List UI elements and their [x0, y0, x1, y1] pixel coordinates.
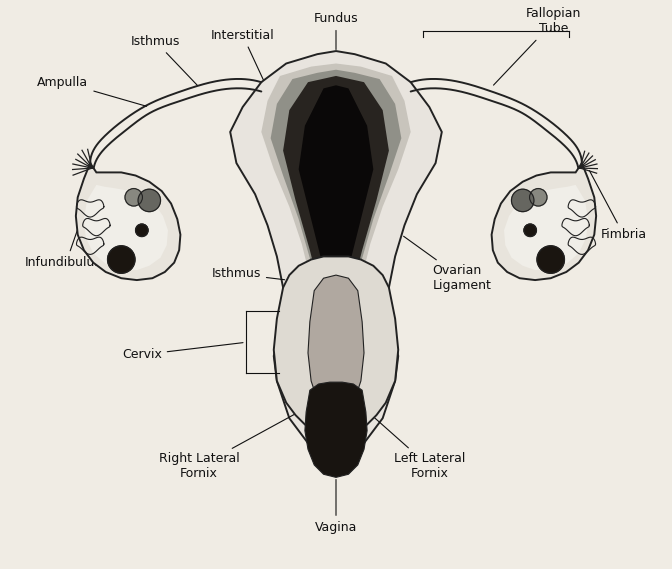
Circle shape: [138, 189, 161, 212]
PathPatch shape: [271, 70, 401, 356]
Circle shape: [530, 188, 547, 206]
Text: Fimbria: Fimbria: [589, 171, 646, 241]
Circle shape: [125, 188, 142, 206]
PathPatch shape: [274, 257, 398, 437]
Circle shape: [524, 224, 536, 237]
Text: Isthmus: Isthmus: [212, 267, 285, 281]
Text: Ovarian
Ligament: Ovarian Ligament: [404, 236, 491, 292]
PathPatch shape: [492, 163, 596, 280]
Text: Left Lateral
Fornix: Left Lateral Fornix: [362, 406, 465, 480]
Text: Interstitial: Interstitial: [211, 28, 275, 80]
Text: Fundus: Fundus: [314, 12, 358, 50]
Circle shape: [511, 189, 534, 212]
Text: Fallopian
Tube: Fallopian Tube: [493, 7, 581, 85]
Circle shape: [136, 224, 148, 237]
PathPatch shape: [308, 275, 364, 417]
Circle shape: [108, 246, 135, 273]
Text: Isthmus: Isthmus: [131, 35, 197, 85]
Text: Cervix: Cervix: [122, 343, 243, 361]
Text: Vagina: Vagina: [314, 480, 358, 534]
PathPatch shape: [283, 76, 389, 350]
Text: Ampulla: Ampulla: [37, 76, 146, 106]
PathPatch shape: [230, 51, 442, 459]
PathPatch shape: [305, 382, 367, 477]
PathPatch shape: [261, 64, 411, 362]
Text: Infundibulum: Infundibulum: [25, 191, 108, 269]
PathPatch shape: [298, 85, 374, 344]
PathPatch shape: [76, 163, 180, 280]
PathPatch shape: [84, 185, 168, 270]
Text: Right Lateral
Fornix: Right Lateral Fornix: [159, 406, 310, 480]
PathPatch shape: [504, 185, 588, 270]
Circle shape: [537, 246, 564, 273]
